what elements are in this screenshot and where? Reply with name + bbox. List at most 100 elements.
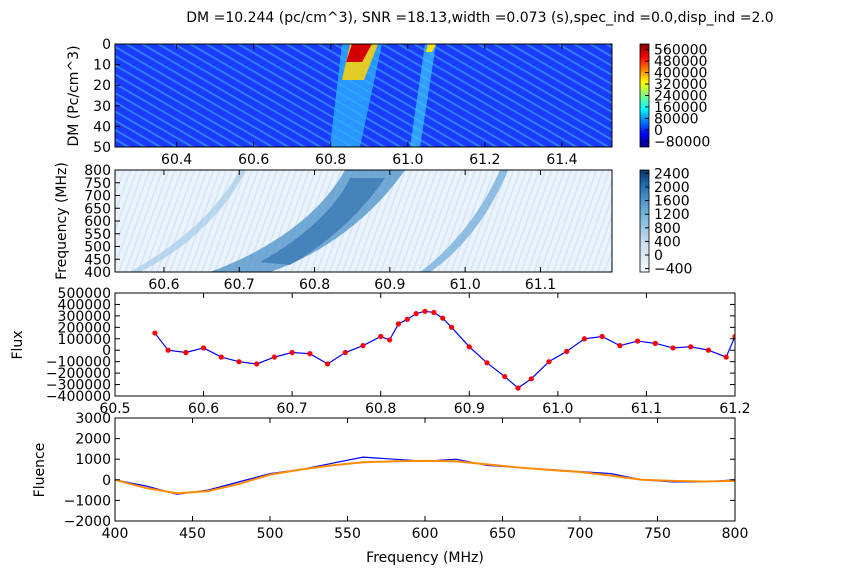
flux-data-point (440, 315, 446, 321)
dm-heatmap-main-burst (330, 44, 382, 147)
flux-frame (114, 292, 736, 397)
y-tick-label: 200000 (58, 320, 111, 336)
flux-data-point (218, 354, 224, 360)
fluence-ylabel: Fluence (32, 443, 48, 498)
y-tick-label: 700 (84, 189, 111, 205)
fluence-x-ticks: 400 450 500 550 600 650 700 750 800 (102, 418, 749, 542)
y-tick-label: 100000 (58, 332, 111, 348)
y-tick-label: 300000 (58, 309, 111, 325)
colorbar-tick-label: 800 (654, 221, 681, 237)
flux-data-point (528, 376, 534, 382)
x-tick-label: 400 (102, 526, 129, 542)
y-tick-label: 400 (84, 265, 111, 281)
flux-data-point (360, 343, 366, 349)
flux-data-point (386, 337, 393, 343)
fluence-panel: 400 450 500 550 600 650 700 750 800 3000 2000 1000… (32, 411, 748, 566)
flux-data-point (515, 385, 521, 391)
frequency-time-x-ticks: 60.6 60.7 60.8 60.9 61.0 61.1 (148, 170, 556, 293)
flux-data-point (723, 354, 729, 360)
x-tick-label: 61.0 (450, 277, 481, 293)
x-tick-label: 61.2 (469, 152, 500, 168)
y-tick-label: −1000 (64, 493, 111, 509)
colorbar-tick-label: 240000 (654, 89, 707, 105)
flux-data-point (581, 336, 588, 342)
x-tick-label: 61.1 (525, 277, 556, 293)
colorbar-tick-label: 0 (654, 123, 663, 139)
colorbar-tick-label: 480000 (654, 54, 707, 70)
freq-heatmap-second-sweep (420, 170, 508, 272)
y-tick-label: 20 (93, 78, 111, 94)
flux-data-point (422, 308, 428, 314)
flux-data-point (599, 333, 605, 340)
dm-time-panel: 60.4 60.6 60.8 61.0 61.2 61.4 0 10 20 30 40 50 DM … (66, 37, 710, 168)
frequency-time-ylabel: Frequency (MHz) (54, 162, 70, 280)
colorbar-tick-label: 560000 (654, 43, 707, 59)
y-tick-label: 500000 (58, 286, 111, 302)
y-tick-label: 650 (84, 201, 111, 217)
dm-time-frame (114, 43, 613, 148)
y-tick-label: 450 (84, 252, 111, 268)
x-tick-label: 60.8 (315, 152, 346, 168)
colorbar-tick-label: 400 (654, 234, 681, 250)
x-tick-label: 60.6 (238, 152, 269, 168)
colorbar-tick-label: 1200 (654, 207, 690, 223)
x-tick-label: 60.9 (454, 401, 485, 417)
x-tick-label: 61.4 (546, 152, 577, 168)
y-tick-label: 2000 (75, 432, 111, 448)
flux-data-point (271, 354, 278, 360)
fluence-frame (114, 417, 736, 522)
freq-colorbar (639, 169, 650, 273)
y-tick-label: −400000 (46, 389, 111, 405)
freq-heatmap-main-sweep-core (260, 178, 385, 265)
x-tick-label: 700 (567, 526, 594, 542)
dm-heatmap-second-burst (410, 44, 436, 147)
y-tick-label: −2000 (64, 514, 111, 530)
dm-time-x-ticks: 60.4 60.6 60.8 61.0 61.2 61.4 (161, 44, 578, 168)
colorbar-tick-label: −400 (654, 262, 692, 278)
x-tick-label: 60.8 (365, 401, 396, 417)
flux-data-point (705, 347, 712, 353)
y-tick-label: −100000 (46, 355, 111, 371)
y-tick-label: −300000 (46, 378, 111, 394)
y-tick-label: 0 (102, 343, 111, 359)
x-tick-label: 750 (644, 526, 671, 542)
y-tick-label: 3000 (75, 411, 111, 427)
flux-data-point (732, 333, 735, 340)
flux-data-point (395, 321, 402, 327)
x-tick-label: 60.6 (188, 401, 219, 417)
flux-data-point (546, 359, 552, 365)
fluence-xlabel: Frequency (MHz) (366, 550, 484, 566)
x-tick-label: 60.7 (277, 401, 308, 417)
flux-data-point (254, 361, 260, 367)
dm-heatmap-second-burst-peak (426, 44, 436, 52)
x-tick-label: 60.6 (148, 277, 179, 293)
y-tick-label: 750 (84, 176, 111, 192)
flux-data-point (289, 349, 295, 356)
x-tick-label: 800 (722, 526, 749, 542)
colorbar-tick-label: 160000 (654, 100, 707, 116)
colorbar-tick-label: 2000 (654, 180, 690, 196)
colorbar-tick-label: 2400 (654, 166, 690, 182)
colorbar-tick-label: 1600 (654, 194, 690, 210)
colorbar-tick-label: −80000 (654, 134, 710, 150)
y-tick-label: 550 (84, 227, 111, 243)
y-tick-label: 50 (93, 140, 111, 156)
x-tick-label: 61.0 (542, 401, 573, 417)
x-tick-label: 60.5 (99, 401, 130, 417)
flux-series-line (154, 310, 735, 389)
flux-x-ticks: 60.5 60.6 60.7 60.8 60.9 61.0 61.1 61.2 (99, 293, 751, 417)
frequency-time-panel: 60.6 60.7 60.8 60.9 61.0 61.1 800750700650600… (54, 162, 692, 293)
flux-data-point (466, 344, 472, 350)
flux-data-point (448, 324, 455, 330)
x-tick-label: 60.7 (224, 277, 255, 293)
x-tick-label: 650 (489, 526, 516, 542)
colorbar-tick-label: 320000 (654, 77, 707, 93)
fluence-smoothed-line (115, 459, 735, 495)
flux-panel: 60.5 60.6 60.7 60.8 60.9 61.0 61.1 61.2 5000004… (10, 286, 751, 417)
flux-data-point (431, 309, 437, 316)
flux-data-point (236, 359, 242, 365)
x-tick-label: 61.1 (631, 401, 662, 417)
flux-data-point (183, 349, 189, 356)
